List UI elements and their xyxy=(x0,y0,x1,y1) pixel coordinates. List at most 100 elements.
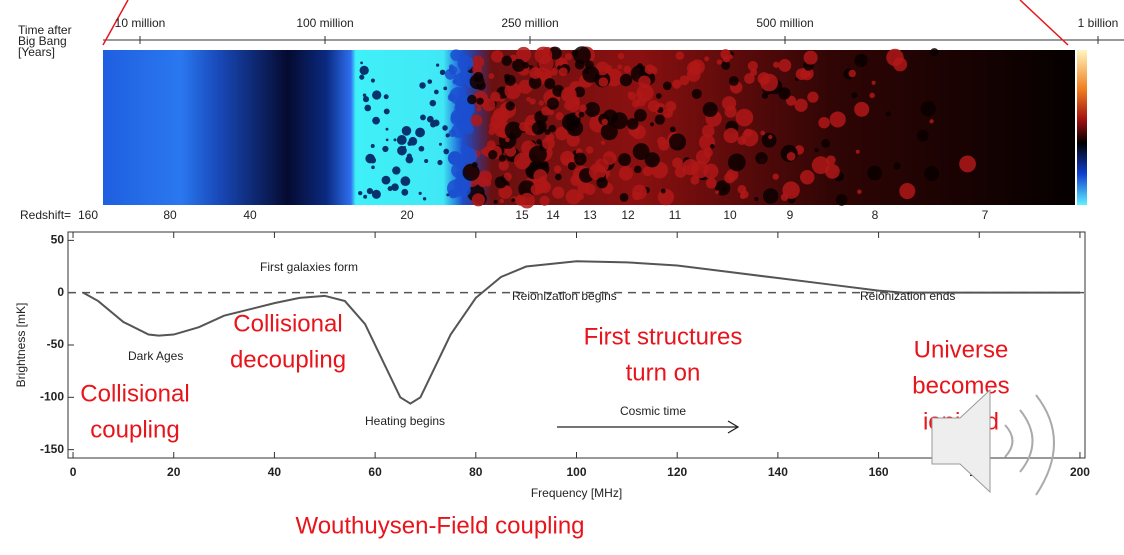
texture-blob xyxy=(632,191,641,200)
x-tick-label: 80 xyxy=(469,465,483,479)
texture-blob xyxy=(851,92,857,98)
time-tick-label: 1 billion xyxy=(1078,16,1119,30)
time-tick-label: 250 million xyxy=(501,16,558,30)
texture-blob xyxy=(471,115,483,127)
texture-blob xyxy=(736,109,754,127)
texture-blob xyxy=(371,166,375,170)
texture-blob xyxy=(661,189,666,194)
texture-blob xyxy=(430,121,436,127)
texture-blob xyxy=(724,128,739,143)
texture-blob xyxy=(397,146,407,156)
x-axis-label: Frequency [MHz] xyxy=(531,486,622,500)
texture-blob xyxy=(627,118,638,129)
texture-blob xyxy=(807,92,818,103)
texture-blob xyxy=(582,66,599,83)
texture-blob xyxy=(872,81,876,85)
texture-blob xyxy=(804,51,818,65)
texture-blob xyxy=(559,67,568,76)
texture-blob xyxy=(800,170,814,184)
redshift-tick-label: 12 xyxy=(621,208,635,222)
redshift-tick-label: 8 xyxy=(872,208,879,222)
x-tick-label: 20 xyxy=(167,465,181,479)
texture-blob xyxy=(748,61,758,71)
texture-blob xyxy=(959,156,976,173)
texture-blob xyxy=(443,149,449,155)
speaker-icon xyxy=(932,390,1054,495)
texture-blob xyxy=(487,140,496,149)
texture-blob xyxy=(372,90,381,99)
texture-blob xyxy=(663,108,673,118)
texture-blob xyxy=(406,156,414,164)
texture-blob xyxy=(452,79,458,85)
texture-blob xyxy=(463,164,480,181)
texture-blob xyxy=(740,194,745,199)
texture-blob xyxy=(603,151,617,165)
x-tick-label: 100 xyxy=(566,465,586,479)
texture-blob xyxy=(768,135,772,139)
texture-blob xyxy=(648,100,660,112)
texture-blob xyxy=(567,120,583,136)
texture-blob xyxy=(371,78,375,82)
texture-blob xyxy=(618,153,631,166)
texture-blob xyxy=(577,193,584,200)
texture-blob xyxy=(687,61,701,75)
texture-blob xyxy=(634,166,642,174)
texture-blob xyxy=(409,137,418,146)
texture-blob xyxy=(535,47,553,65)
texture-blob xyxy=(893,57,907,71)
annotation: Reionization begins xyxy=(512,289,617,303)
texture-blob xyxy=(525,127,530,132)
texture-blob xyxy=(448,152,461,165)
x-tick-label: 60 xyxy=(368,465,382,479)
texture-blob xyxy=(419,82,425,88)
texture-blob xyxy=(744,129,753,138)
texture-blob xyxy=(917,130,929,142)
texture-blob xyxy=(620,74,632,86)
texture-blob xyxy=(737,185,746,194)
texture-blob xyxy=(669,133,686,150)
texture-blob xyxy=(461,145,470,154)
annotation: Reionization ends xyxy=(860,289,955,303)
texture-blob xyxy=(423,197,426,200)
zoom-line xyxy=(1020,0,1068,45)
texture-blob xyxy=(565,53,572,60)
texture-blob xyxy=(446,133,450,137)
texture-blob xyxy=(658,189,674,205)
texture-blob xyxy=(442,125,448,131)
texture-blob xyxy=(821,139,830,148)
texture-blob xyxy=(830,111,846,127)
texture-blob xyxy=(360,62,363,65)
texture-blob xyxy=(415,128,425,138)
y-tick-label: 50 xyxy=(51,233,65,247)
annotation: First galaxies form xyxy=(260,260,358,274)
texture-blob xyxy=(529,146,547,164)
texture-blob xyxy=(574,153,587,166)
texture-blob xyxy=(584,184,595,195)
texture-blob xyxy=(439,143,442,146)
texture-blob xyxy=(796,68,808,80)
texture-blob xyxy=(706,178,717,189)
texture-blob xyxy=(650,122,654,126)
texture-blob xyxy=(458,55,474,71)
texture-blob xyxy=(488,73,494,79)
texture-blob xyxy=(655,115,665,125)
texture-blob xyxy=(762,133,777,148)
texture-blob xyxy=(495,176,507,188)
slide-label: becomes xyxy=(912,372,1009,399)
texture-blob xyxy=(529,67,541,79)
texture-blob xyxy=(401,189,408,196)
texture-blob xyxy=(505,75,516,86)
x-tick-label: 140 xyxy=(768,465,788,479)
texture-blob xyxy=(658,139,669,150)
texture-blob xyxy=(476,106,481,111)
texture-blob xyxy=(500,199,504,203)
texture-blob xyxy=(596,177,607,188)
texture-blob xyxy=(744,73,755,84)
texture-blob xyxy=(773,173,779,179)
texture-blob xyxy=(454,103,465,114)
texture-blob xyxy=(794,99,807,112)
texture-blob xyxy=(656,93,662,99)
texture-blob xyxy=(869,93,875,99)
texture-blob xyxy=(728,154,746,172)
texture-blob xyxy=(397,135,407,145)
